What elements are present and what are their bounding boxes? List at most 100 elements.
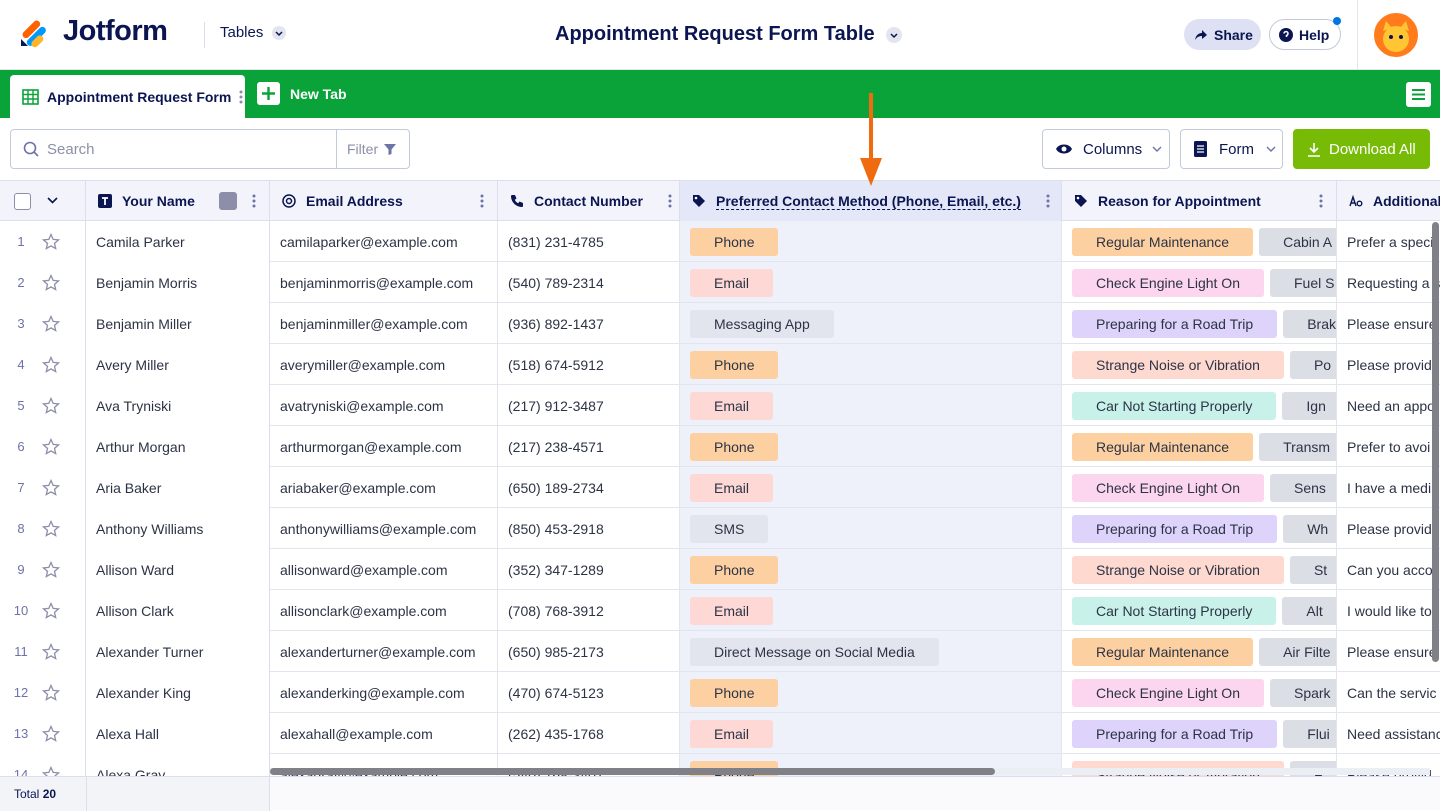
column-title[interactable]: Reason for Appointment <box>1098 193 1261 209</box>
share-button[interactable]: Share <box>1184 19 1261 50</box>
method-tag: Email <box>690 719 774 748</box>
download-button[interactable]: Download All <box>1293 129 1430 169</box>
logo-text: Jotform <box>63 15 168 47</box>
note: Please ensure <box>1347 643 1437 660</box>
email: alexahall@example.com <box>280 725 433 742</box>
cell: Prefer a speci <box>1337 221 1440 262</box>
phone: (708) 768-3912 <box>508 602 604 619</box>
avatar[interactable] <box>1372 11 1420 59</box>
cell: Regular Maintenance Cabin A <box>1062 221 1337 262</box>
select-all-cell <box>0 181 86 221</box>
note: Requesting a s <box>1347 274 1440 291</box>
filter-icon <box>384 144 397 155</box>
column-icon <box>282 194 296 208</box>
reason-tag: Regular Maintenance <box>1072 432 1254 461</box>
row-number: 10 <box>13 603 29 618</box>
cell: Please ensure <box>1337 631 1440 672</box>
search-box[interactable]: Search Filter <box>10 129 410 169</box>
star <box>42 273 60 291</box>
note: Need assistanc <box>1347 725 1440 742</box>
caret[interactable] <box>47 197 58 204</box>
reason-tag: Preparing for a Road Trip <box>1072 309 1278 338</box>
name: Ava Tryniski <box>96 397 172 414</box>
share-label: Share <box>1214 26 1253 43</box>
row-number-cell: 7 <box>0 467 86 508</box>
column-title[interactable]: Preferred Contact Method (Phone, Email, … <box>716 192 1021 210</box>
columns-button[interactable]: Columns <box>1042 129 1170 169</box>
star <box>42 683 60 701</box>
cell: Strange Noise or Vibration St <box>1062 549 1337 590</box>
cell: alexanderturner@example.com <box>270 631 498 672</box>
caret <box>885 26 902 43</box>
method-tag: Phone <box>690 555 779 584</box>
cell: Can the servic <box>1337 672 1440 713</box>
star <box>42 314 60 332</box>
star <box>42 724 60 742</box>
cell: Benjamin Miller <box>86 303 270 344</box>
table-row: 11 Alexander Turner alexanderturner@exampl… <box>0 631 1440 672</box>
cell: avatryniski@example.com <box>270 385 498 426</box>
table-row: 6 Arthur Morgan arthurmorgan@example.com (2… <box>0 426 1440 467</box>
h-scrollbar[interactable] <box>270 768 995 775</box>
cell: Strange Noise or Vibration Po <box>1062 344 1337 385</box>
star <box>42 478 60 496</box>
active-tab[interactable]: Appointment Request Form <box>10 75 245 118</box>
menu-button[interactable] <box>1406 82 1431 107</box>
method-tag: Phone <box>690 432 779 461</box>
help-label: Help <box>1299 26 1330 43</box>
star <box>42 232 60 250</box>
filter-button[interactable]: Filter <box>336 130 410 168</box>
column-header: Preferred Contact Method (Phone, Email, … <box>680 181 1062 221</box>
form-label: Form <box>1219 140 1254 158</box>
email: ariabaker@example.com <box>280 479 436 496</box>
reason-tag: Preparing for a Road Trip <box>1072 719 1278 748</box>
note: Please provid <box>1347 520 1432 537</box>
row-number-cell: 1 <box>0 221 86 262</box>
column-icon <box>1075 195 1087 207</box>
row-number-cell: 4 <box>0 344 86 385</box>
reason-tag: Check Engine Light On <box>1072 678 1264 707</box>
help-icon <box>1279 27 1293 42</box>
row-number: 14 <box>13 767 29 776</box>
cell: (518) 674-5912 <box>498 344 680 385</box>
note: Please provide <box>1347 356 1440 373</box>
note: Can you acco <box>1347 561 1433 578</box>
help-button[interactable]: Help <box>1269 19 1341 50</box>
reason-tag: Car Not Starting Properly <box>1072 391 1277 420</box>
table-title[interactable]: Appointment Request Form Table <box>555 23 903 46</box>
star <box>42 355 60 373</box>
cell: I have a medi <box>1337 467 1440 508</box>
row-number: 12 <box>13 685 29 700</box>
column-title[interactable]: Email Address <box>306 193 403 209</box>
new-tab[interactable]: New Tab <box>257 82 347 105</box>
name: Alexander King <box>96 684 191 701</box>
v-scrollbar[interactable] <box>1432 222 1439 662</box>
tables-menu[interactable]: Tables <box>220 24 287 41</box>
cell: Alexa Hall <box>86 713 270 754</box>
form-button[interactable]: Form <box>1180 129 1283 169</box>
column-title[interactable]: Your Name <box>122 193 195 209</box>
new-tab-label: New Tab <box>290 85 347 102</box>
table-row: 7 Aria Baker ariabaker@example.com (650) 18… <box>0 467 1440 508</box>
email: benjaminmorris@example.com <box>280 274 474 291</box>
name: Benjamin Morris <box>96 274 198 291</box>
column-title[interactable]: Additional <box>1373 193 1440 209</box>
cell: Alexander Turner <box>86 631 270 672</box>
checkbox[interactable] <box>14 193 31 210</box>
row-number-cell: 3 <box>0 303 86 344</box>
cell: (470) 674-5123 <box>498 672 680 713</box>
row-number-cell: 2 <box>0 262 86 303</box>
divider <box>204 22 205 48</box>
cell: allisonward@example.com <box>270 549 498 590</box>
column-title[interactable]: Contact Number <box>534 193 643 209</box>
cell: (540) 789-2314 <box>498 262 680 303</box>
top-bar: Jotform Tables Appointment Request Form … <box>0 0 1440 70</box>
cell: Preparing for a Road Trip Brak <box>1062 303 1337 344</box>
phone: (650) 189-2734 <box>508 479 604 496</box>
cell: averymiller@example.com <box>270 344 498 385</box>
cell: Camila Parker <box>86 221 270 262</box>
name: Allison Clark <box>96 602 174 619</box>
table-row: 13 Alexa Hall alexahall@example.com (262) 4… <box>0 713 1440 754</box>
tab-menu[interactable] <box>239 89 243 105</box>
email: alexanderking@example.com <box>280 684 465 701</box>
